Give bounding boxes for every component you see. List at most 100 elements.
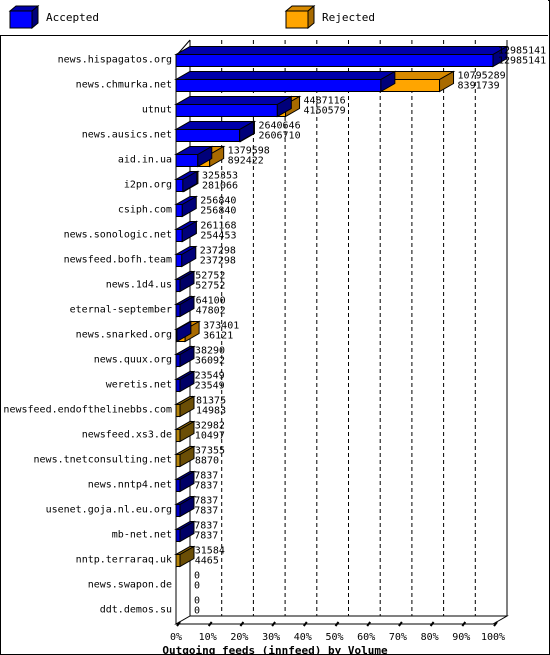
x-tick-mark — [493, 621, 498, 627]
bar-stub — [175, 529, 181, 542]
data-label-accepted: 4465 — [195, 556, 219, 567]
category-label: csiph.com — [118, 205, 172, 216]
legend-swatch-rejected — [284, 5, 316, 29]
data-label-accepted: 2606710 — [258, 131, 300, 142]
bar-accepted-side — [181, 195, 197, 218]
data-label-offered: 237298 — [200, 246, 236, 257]
category-label: news.sonologic.net — [64, 230, 172, 241]
x-tick-label: 90% — [452, 632, 470, 643]
x-tick-label: 80% — [421, 632, 439, 643]
bar-stub-side — [179, 395, 195, 418]
category-label: ddt.demos.su — [100, 605, 172, 616]
bar-accepted — [175, 204, 183, 217]
x-tick-label: 30% — [262, 632, 280, 643]
bar-stub-side — [179, 545, 195, 568]
x-tick-mark — [207, 621, 213, 627]
bar-stub — [175, 554, 181, 567]
legend-item-rejected: Rejected — [284, 5, 375, 29]
x-tick-mark — [334, 621, 340, 627]
data-label-accepted: 10497 — [195, 431, 225, 442]
bar-stub — [175, 479, 181, 492]
x-tick-mark — [271, 621, 276, 627]
bar-rejected-side — [184, 320, 200, 343]
data-label-accepted: 14983 — [196, 406, 226, 417]
data-label-offered: 32982 — [195, 421, 225, 432]
category-label: news.quux.org — [94, 355, 172, 366]
data-label-accepted: 12985141 — [498, 56, 546, 67]
category-label: i2pn.org — [124, 180, 172, 191]
data-label-offered: 0 — [194, 571, 200, 582]
category-label: utnut — [142, 105, 172, 116]
x-tick-label: 20% — [230, 632, 248, 643]
legend-swatch-accepted — [8, 5, 40, 29]
data-label-offered: 7837 — [194, 471, 218, 482]
bar-stub — [175, 454, 181, 467]
bar-stub — [175, 429, 181, 442]
category-label: usenet.goja.nl.eu.org — [46, 505, 172, 516]
data-label-offered: 12985141 — [498, 46, 546, 57]
bar-stub-side — [179, 370, 195, 393]
data-label-accepted: 47802 — [196, 306, 226, 317]
chart-title: Outgoing feeds (innfeed) by Volume — [162, 644, 388, 655]
data-label-accepted: 281066 — [202, 181, 238, 192]
bar-rejected-side — [285, 95, 301, 118]
category-label: mb-net.net — [112, 530, 172, 541]
data-label-accepted: 0 — [194, 606, 200, 617]
data-label-offered: 23549 — [195, 371, 225, 382]
x-tick-label: 0% — [170, 632, 182, 643]
bar-accepted-side — [176, 320, 192, 343]
x-tick-label: 70% — [389, 632, 407, 643]
x-tick-mark — [398, 621, 403, 627]
category-label: news.snarked.org — [76, 330, 172, 341]
category-label: nntp.terraraq.uk — [76, 555, 172, 566]
data-label-offered: 31584 — [195, 546, 225, 557]
bar-stub-side — [179, 445, 195, 468]
x-tick-label: 100% — [481, 632, 505, 643]
bar-accepted-side — [380, 70, 396, 93]
bar-rejected-side — [439, 70, 455, 93]
legend: Accepted Rejected — [0, 0, 548, 36]
data-label-offered: 7837 — [194, 496, 218, 507]
x-tick-mark — [429, 621, 435, 627]
category-label: news.swapon.de — [88, 580, 172, 591]
bar-stub — [175, 279, 181, 292]
data-label-accepted: 7837 — [194, 531, 218, 542]
data-label-accepted: 237298 — [200, 256, 236, 267]
bar-accepted-side — [276, 95, 292, 118]
data-label-offered: 7837 — [194, 521, 218, 532]
data-label-offered: 2640646 — [258, 121, 300, 132]
data-label-accepted: 8391739 — [458, 81, 500, 92]
category-label: news.chmurka.net — [76, 80, 172, 91]
data-label-accepted: 23549 — [195, 381, 225, 392]
category-label: news.tnetconsulting.net — [34, 455, 172, 466]
category-label: news.ausics.net — [82, 130, 172, 141]
data-label-offered: 325353 — [202, 171, 238, 182]
data-label-offered: 64100 — [196, 296, 226, 307]
bar-stub-side — [179, 420, 195, 443]
x-tick-mark — [366, 621, 372, 627]
bar-stub — [175, 304, 181, 317]
data-label-accepted: 892422 — [228, 156, 264, 167]
bar-accepted — [175, 79, 382, 92]
data-label-accepted: 0 — [194, 581, 200, 592]
bar-stub-side — [179, 345, 195, 368]
bar-accepted — [175, 104, 278, 117]
data-label-offered: 37355 — [195, 446, 225, 457]
bar-accepted-side — [181, 245, 197, 268]
bar-stub — [175, 379, 181, 392]
bar-accepted-side — [197, 145, 213, 168]
x-tick-label: 10% — [199, 632, 217, 643]
data-label-accepted: 36121 — [203, 331, 233, 342]
x-tick-mark — [302, 621, 308, 627]
bar-accepted — [175, 54, 494, 67]
chart-floor — [174, 615, 509, 625]
x-tick-label: 60% — [357, 632, 375, 643]
bar-accepted — [175, 129, 241, 142]
legend-item-accepted: Accepted — [8, 5, 99, 29]
x-tick-mark — [239, 621, 245, 627]
data-label-accepted: 8870 — [195, 456, 219, 467]
data-label-accepted: 36092 — [195, 356, 225, 367]
bar-stub-side — [179, 520, 195, 543]
data-label-offered: 373401 — [203, 321, 239, 332]
bar-stub-side — [179, 295, 195, 318]
